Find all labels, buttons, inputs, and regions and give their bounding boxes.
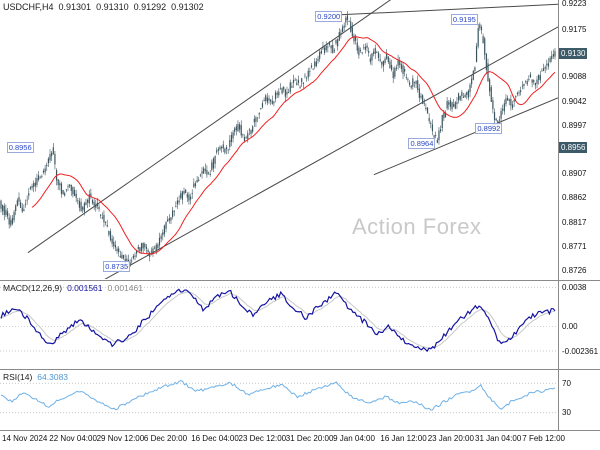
macd-axis-label: 0.0038 xyxy=(562,282,587,292)
close-value: 0.91302 xyxy=(171,2,204,12)
rsi-indicator-name: RSI(14) xyxy=(3,372,33,382)
time-axis-label: 31 Jan 04:00 xyxy=(475,434,522,443)
time-axis-label: 16 Dec 04:00 xyxy=(191,434,239,443)
price-axis-label: 0.8817 xyxy=(562,217,587,227)
chart-title: USDCHF,H4 0.91301 0.91310 0.91292 0.91302 xyxy=(3,2,209,12)
price-axis-label: 0.9223 xyxy=(562,0,587,9)
time-axis-label: 6 Dec 20:00 xyxy=(143,434,188,443)
time-axis-label: 22 Nov 04:00 xyxy=(49,434,97,443)
time-axis-label: 23 Dec 12:00 xyxy=(238,434,287,443)
panel-separator xyxy=(0,429,600,431)
price-axis-label: 0.9088 xyxy=(562,71,587,81)
panel-separator xyxy=(0,368,600,370)
price-level-badge: 0.9130 xyxy=(559,48,588,60)
rsi-canvas xyxy=(0,380,558,414)
panel-separator xyxy=(0,279,600,281)
macd-main-value: 0.001561 xyxy=(67,283,103,293)
price-annotation: 0.8992 xyxy=(475,122,503,134)
rsi-value: 64.3083 xyxy=(37,372,69,382)
macd-axis-label: 0.00 xyxy=(562,322,578,332)
price-axis-line xyxy=(558,0,559,430)
macd-canvas xyxy=(0,286,558,353)
time-axis-label: 31 Dec 20:00 xyxy=(285,434,334,443)
time-axis-label: 9 Jan 04:00 xyxy=(333,434,375,443)
macd-indicator-name: MACD(12,26,9) xyxy=(3,283,63,293)
price-axis-label: 0.9042 xyxy=(562,96,587,106)
price-level-badge: 0.8956 xyxy=(559,141,588,153)
macd-indicator-panel: MACD(12,26,9) 0.001561 0.001461 0.0038 0.00… xyxy=(0,281,600,368)
rsi-axis-label: 30 xyxy=(562,408,571,418)
price-chart-panel: USDCHF,H4 0.91301 0.91310 0.91292 0.91302 Ac… xyxy=(0,0,588,279)
rsi-axis-label: 70 xyxy=(562,378,571,388)
price-annotation: 0.9195 xyxy=(450,13,478,25)
time-axis: 14 Nov 2024 22 Nov 04:00 29 Nov 12:00 6 Dec… xyxy=(0,431,600,450)
price-annotation: 0.8964 xyxy=(408,137,436,149)
time-axis-label: 16 Jan 12:00 xyxy=(380,434,427,443)
price-candlestick-canvas xyxy=(0,0,558,279)
low-value: 0.91292 xyxy=(133,2,167,12)
time-axis-label: 29 Nov 12:00 xyxy=(96,434,145,443)
high-value: 0.91310 xyxy=(96,2,129,12)
price-axis-label: 0.8997 xyxy=(562,120,587,130)
price-axis-label: 0.8862 xyxy=(562,193,587,203)
time-axis-label: 7 Feb 12:00 xyxy=(522,434,565,443)
rsi-label: RSI(14) 64.3083 xyxy=(3,372,73,382)
price-annotation: 0.9200 xyxy=(315,11,343,23)
macd-axis-label: -0.002361 xyxy=(562,346,599,356)
price-axis-label: 0.8907 xyxy=(562,169,587,179)
macd-label: MACD(12,26,9) 0.001561 0.001461 xyxy=(3,283,148,293)
time-axis-label: 14 Nov 2024 xyxy=(2,434,48,443)
price-annotation: 0.8735 xyxy=(103,261,131,273)
price-axis-label: 0.8726 xyxy=(562,266,587,276)
watermark: Action Forex xyxy=(352,214,482,239)
price-axis-label: 0.8771 xyxy=(562,242,587,252)
rsi-indicator-panel: RSI(14) 64.3083 70 30 xyxy=(0,370,600,429)
price-axis-label: 0.9175 xyxy=(562,25,587,35)
symbol-timeframe-label: USDCHF,H4 xyxy=(3,2,54,12)
price-annotation: 0.8956 xyxy=(6,142,34,154)
macd-signal-value: 0.001461 xyxy=(107,283,143,293)
open-value: 0.91301 xyxy=(58,2,92,12)
time-axis-label: 23 Jan 20:00 xyxy=(427,434,474,443)
